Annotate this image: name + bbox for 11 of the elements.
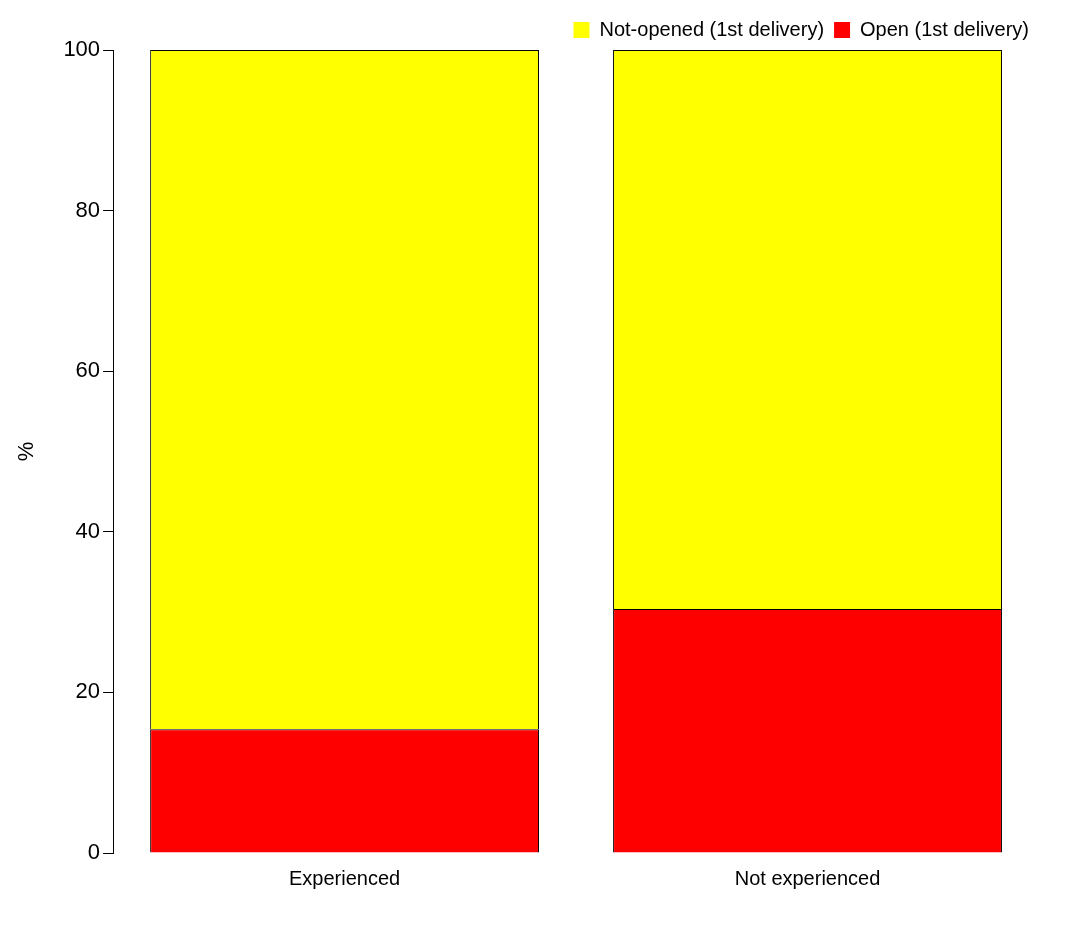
y-tick-label: 100: [63, 36, 101, 62]
y-axis-title: %: [13, 441, 39, 462]
y-tick-label: 20: [75, 678, 101, 704]
y-tick-label: 80: [75, 196, 101, 222]
x-tick-label: Not experienced: [734, 866, 881, 889]
legend-label: Not-opened (1st delivery): [599, 17, 825, 40]
legend-label: Open (1st delivery): [860, 17, 1030, 40]
y-tick-label: 0: [87, 839, 101, 865]
x-tick-label: Experienced: [288, 866, 401, 889]
y-tick-label: 40: [75, 517, 101, 543]
y-tick-label: 60: [75, 357, 101, 383]
